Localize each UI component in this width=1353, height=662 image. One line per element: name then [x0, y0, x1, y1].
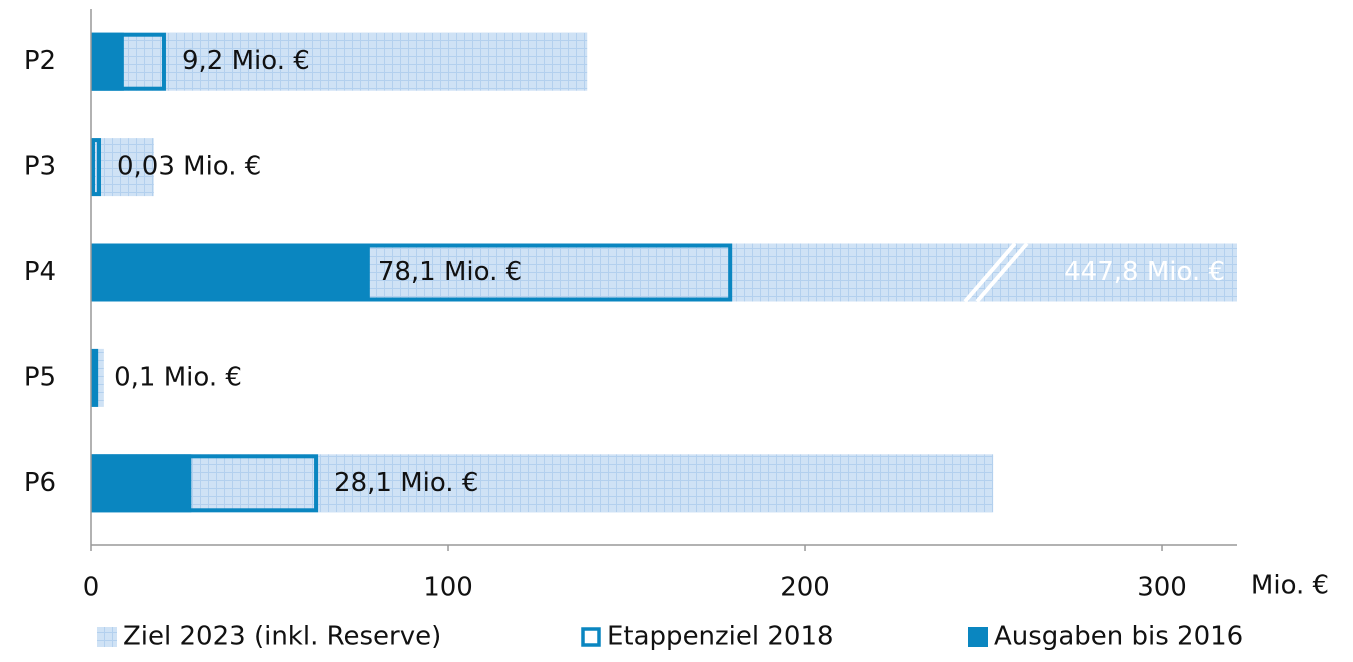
bar	[91, 244, 370, 302]
y-tick-label: P3	[24, 152, 56, 182]
bar	[91, 454, 993, 512]
value-label: 28,1 Mio. €	[334, 468, 478, 498]
value-label: 9,2 Mio. €	[182, 46, 310, 76]
legend-swatch	[583, 629, 599, 645]
y-tick-label: P2	[24, 46, 56, 76]
legend-label: Etappenziel 2018	[607, 622, 834, 652]
value-label: 0,1 Mio. €	[114, 362, 242, 392]
bar	[91, 454, 191, 512]
x-tick-label: 200	[780, 573, 830, 603]
legend-swatch	[97, 627, 117, 647]
legend-label: Ziel 2023 (inkl. Reserve)	[123, 622, 441, 652]
legend-swatch	[968, 627, 988, 647]
x-axis-label: Mio. €	[1251, 571, 1329, 601]
y-tick-label: P5	[24, 362, 56, 392]
value-label: 0,03 Mio. €	[117, 152, 261, 182]
x-tick-label: 100	[423, 573, 473, 603]
x-tick-label: 0	[83, 573, 100, 603]
y-tick-label: P4	[24, 257, 56, 287]
legend-label: Ausgaben bis 2016	[994, 622, 1243, 652]
x-tick-label: 300	[1137, 573, 1187, 603]
y-tick-label: P6	[24, 468, 56, 498]
bar	[91, 33, 124, 91]
value-label: 447,8 Mio. €	[1064, 257, 1225, 287]
bar-outline	[93, 351, 96, 405]
value-label: 78,1 Mio. €	[378, 257, 522, 287]
